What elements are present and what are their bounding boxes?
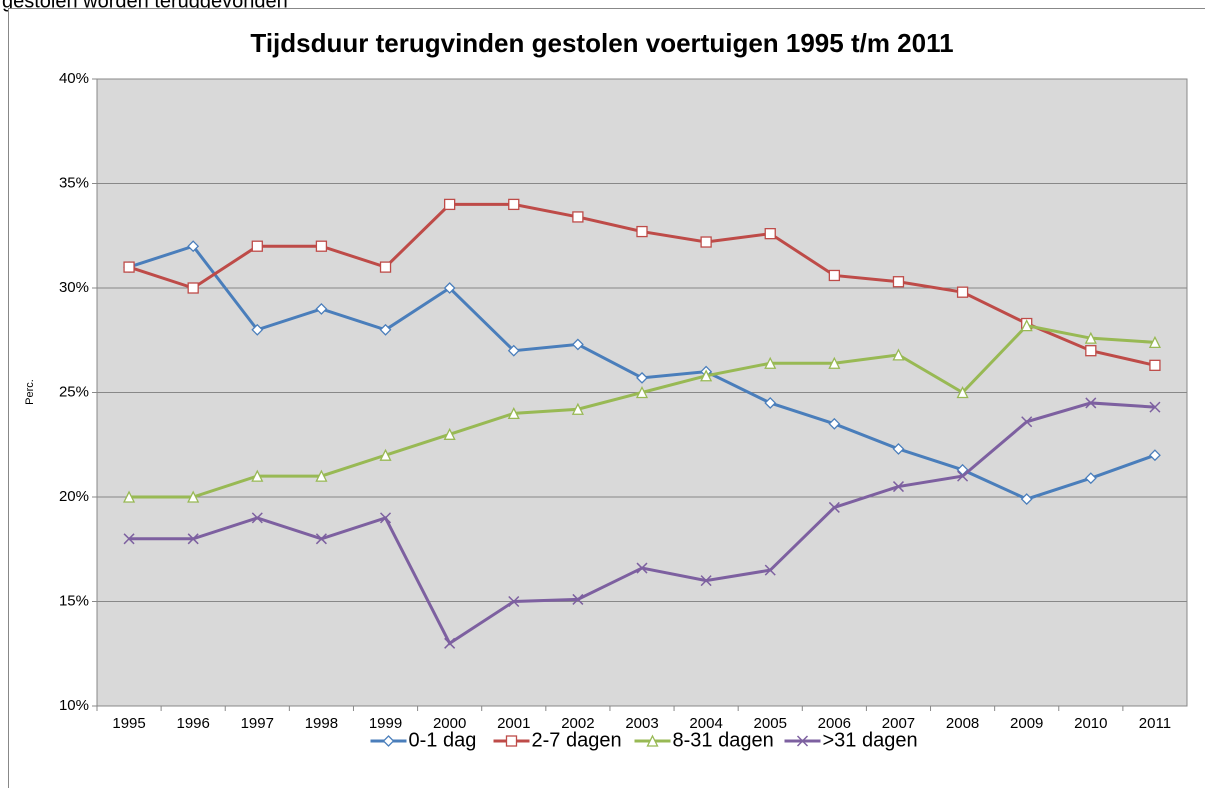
marker [828, 417, 841, 430]
marker [764, 228, 776, 240]
marker [505, 735, 518, 747]
marker [382, 735, 395, 747]
legend-label: 0-1 dag [409, 729, 477, 751]
chart-title: Tijdsduur terugvinden gestolen voertuige… [250, 28, 953, 58]
marker [1084, 331, 1097, 344]
x-tick-label: 1999 [369, 715, 402, 732]
marker [1020, 493, 1033, 506]
marker [892, 443, 905, 455]
marker [1085, 345, 1097, 357]
y-tick-label: 25% [59, 383, 89, 400]
marker [828, 501, 840, 513]
marker [636, 562, 648, 574]
x-tick-label: 2002 [561, 715, 594, 732]
marker [1020, 319, 1033, 332]
marker [1149, 401, 1161, 413]
marker [764, 356, 777, 369]
marker [443, 282, 456, 294]
legend-label: 8-31 dagen [673, 729, 774, 751]
marker [508, 595, 520, 608]
x-tick-label: 2003 [625, 715, 658, 732]
marker [123, 261, 135, 273]
x-tick-label: 2005 [754, 715, 787, 732]
marker [315, 533, 327, 545]
marker [315, 240, 328, 252]
marker [957, 470, 969, 482]
y-tick-label: 10% [59, 697, 89, 714]
marker [764, 564, 776, 576]
marker [251, 512, 263, 524]
x-tick-label: 1998 [305, 715, 338, 732]
marker [507, 406, 520, 420]
x-tick-label: 1997 [241, 715, 274, 732]
marker [571, 402, 584, 415]
marker [1149, 449, 1161, 462]
legend-label: 2-7 dagen [532, 729, 622, 751]
x-tick-label: 2010 [1074, 715, 1107, 732]
marker [507, 344, 520, 357]
marker [315, 469, 328, 482]
marker [123, 490, 136, 503]
marker [572, 593, 584, 605]
marker [646, 734, 659, 747]
marker [187, 240, 200, 253]
y-tick-label: 40% [59, 70, 89, 87]
marker [443, 198, 456, 211]
marker [251, 240, 263, 252]
marker [828, 356, 841, 369]
marker [187, 533, 199, 545]
marker [251, 323, 264, 336]
marker [892, 276, 905, 288]
marker [700, 369, 713, 382]
marker [700, 575, 712, 587]
x-tick-label: 2008 [946, 715, 979, 732]
marker [700, 236, 712, 248]
marker [187, 490, 200, 503]
marker [764, 397, 777, 409]
marker [892, 481, 905, 493]
x-tick-label: 2009 [1010, 715, 1043, 732]
marker [892, 348, 905, 361]
x-tick-label: 2007 [882, 715, 915, 732]
marker [444, 637, 456, 649]
marker [251, 469, 264, 482]
x-tick-label: 2006 [818, 715, 851, 732]
marker [123, 533, 135, 545]
marker [635, 386, 649, 399]
y-tick-label: 20% [59, 488, 89, 505]
marker [443, 427, 456, 440]
x-tick-label: 2004 [689, 715, 722, 732]
marker [956, 286, 969, 298]
y-tick-label: 15% [59, 592, 89, 609]
marker [379, 448, 392, 461]
marker [828, 269, 841, 282]
x-tick-label: 1995 [112, 715, 145, 732]
marker [315, 302, 328, 315]
y-tick-label: 30% [59, 279, 89, 296]
marker [187, 282, 199, 294]
marker [1021, 416, 1033, 428]
marker [796, 735, 809, 747]
marker [1149, 359, 1161, 371]
y-axis-label: Perc. [24, 379, 36, 405]
x-tick-label: 2001 [497, 715, 530, 732]
marker [379, 261, 392, 273]
x-tick-label: 2000 [433, 715, 466, 732]
marker [572, 211, 584, 223]
marker [379, 512, 392, 524]
marker [636, 371, 648, 384]
marker [379, 323, 392, 336]
legend-label: >31 dagen [823, 729, 918, 751]
x-tick-label: 1996 [176, 715, 209, 732]
marker [508, 198, 520, 211]
marker [1148, 335, 1161, 348]
marker [636, 225, 648, 238]
marker [571, 338, 584, 351]
marker [956, 386, 969, 399]
y-tick-label: 35% [59, 174, 89, 191]
marker [1085, 397, 1097, 409]
x-tick-label: 2011 [1139, 715, 1171, 732]
marker [1084, 472, 1097, 485]
